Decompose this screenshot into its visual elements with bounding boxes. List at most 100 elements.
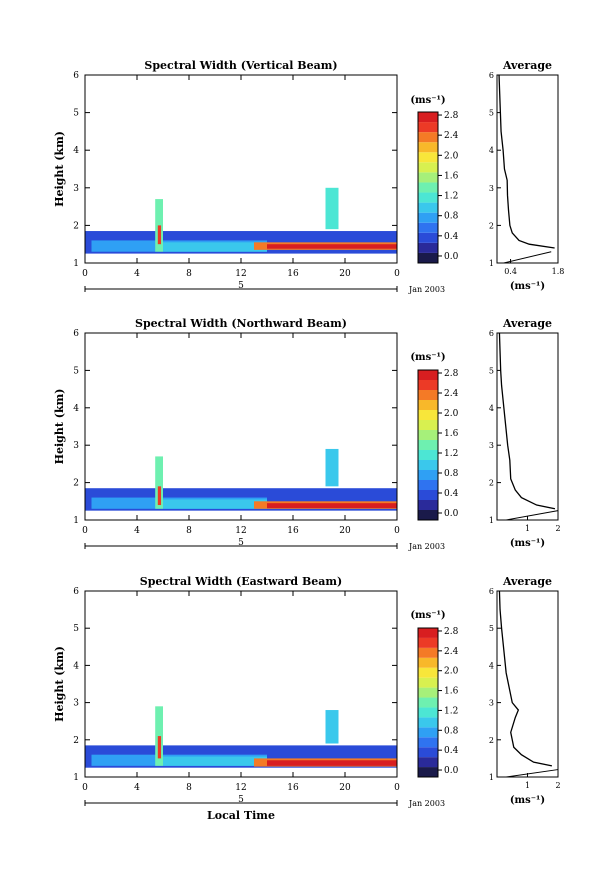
heatmap-cell [163, 242, 267, 252]
colorbar-swatch [418, 677, 438, 688]
x-tick-label: 0 [394, 269, 400, 279]
x-tick-label: 12 [235, 526, 246, 536]
heatmap-cell [267, 244, 397, 249]
colorbar-unit: (ms⁻¹) [410, 95, 445, 106]
colorbar-swatch [418, 370, 438, 380]
heatmap-cell [157, 486, 162, 506]
date-bar-label: 5 [238, 281, 244, 291]
y-tick-label: 3 [73, 441, 79, 451]
colorbar-tick-label: 2.8 [444, 111, 459, 121]
x-tick-label: 0 [82, 269, 88, 279]
colorbar-swatch [418, 737, 438, 748]
colorbar-tick-label: 1.6 [444, 687, 459, 697]
colorbar-swatch [418, 132, 438, 143]
colorbar-tick-label: 2.4 [444, 647, 459, 657]
colorbar-swatch [418, 717, 438, 728]
colorbar-swatch [418, 172, 438, 183]
x-tick-label: 0 [394, 526, 400, 536]
x-tick-label: 16 [287, 783, 299, 793]
y-tick-label: 2 [73, 479, 79, 489]
heatmap-cell [163, 499, 267, 509]
colorbar-tick-label: 2.8 [444, 627, 459, 637]
average-y-tick-label: 2 [489, 736, 494, 745]
colorbar-swatch [418, 707, 438, 718]
colorbar-tick-label: 2.8 [444, 369, 459, 379]
y-tick-label: 5 [73, 624, 79, 634]
x-tick-label: 8 [186, 783, 192, 793]
average-title: Average [502, 317, 552, 330]
x-tick-label: 16 [287, 269, 299, 279]
x-tick-label: 0 [82, 783, 88, 793]
panel-1: Spectral Width (Vertical Beam)123456Heig… [53, 59, 564, 294]
colorbar-swatch [418, 450, 438, 460]
average-profile-line [498, 74, 555, 249]
heatmap-cell [325, 187, 339, 230]
y-tick-label: 1 [73, 773, 79, 783]
colorbar-swatch [418, 410, 438, 420]
colorbar-tick-label: 1.2 [444, 449, 458, 459]
average-y-tick-label: 3 [489, 699, 494, 708]
average-title: Average [502, 59, 552, 72]
heatmap-cell [157, 736, 162, 759]
colorbar-swatch [418, 767, 438, 777]
x-tick-label: 16 [287, 526, 299, 536]
heatmap-cell [163, 756, 267, 766]
heatmap-cell [267, 503, 397, 509]
colorbar-swatch [418, 182, 438, 193]
average-title: Average [502, 575, 552, 588]
average-y-tick-label: 6 [489, 587, 494, 596]
colorbar-tick-label: 0.0 [444, 766, 459, 776]
colorbar-tick-label: 0.4 [444, 746, 459, 756]
colorbar-tick-label: 2.0 [444, 151, 459, 161]
colorbar-swatch [418, 440, 438, 450]
heatmap-cell [325, 448, 339, 487]
colorbar-tick-label: 1.2 [444, 192, 458, 202]
colorbar-swatch [418, 490, 438, 500]
colorbar-swatch [418, 460, 438, 470]
colorbar-swatch [418, 500, 438, 510]
colorbar-frame [417, 627, 439, 778]
average-y-tick-label: 2 [489, 479, 494, 488]
colorbar-tick-label: 0.4 [444, 489, 459, 499]
average-profile-line [498, 590, 553, 767]
average-x-tick-label: 1 [525, 524, 530, 533]
average-y-tick-label: 3 [489, 441, 494, 450]
panel-3: Spectral Width (Eastward Beam)123456Heig… [53, 575, 561, 822]
average-frame [496, 74, 559, 264]
average-y-tick-label: 3 [489, 184, 494, 193]
colorbar-swatch [418, 480, 438, 490]
x-tick-label: 20 [339, 269, 351, 279]
colorbar-swatch [418, 252, 438, 263]
average-low-line [506, 769, 559, 778]
average-y-tick-label: 2 [489, 221, 494, 230]
average-x-tick-label: 0.4 [504, 267, 517, 276]
y-tick-label: 6 [73, 587, 79, 597]
heatmap-cell [157, 225, 162, 245]
colorbar-swatch [418, 420, 438, 430]
colorbar-swatch [418, 697, 438, 708]
date-label: Jan 2003 [408, 799, 445, 808]
x-axis-label: Local Time [207, 809, 275, 822]
colorbar-swatch [418, 647, 438, 658]
colorbar-tick-label: 1.6 [444, 429, 459, 439]
colorbar-tick-label: 0.8 [444, 726, 459, 736]
y-tick-label: 4 [73, 404, 79, 414]
colorbar-swatch [418, 192, 438, 203]
colorbar-swatch [418, 400, 438, 410]
average-y-tick-label: 1 [489, 516, 494, 525]
colorbar-swatch [418, 747, 438, 758]
y-tick-label: 2 [73, 221, 79, 231]
average-y-tick-label: 5 [489, 366, 494, 375]
colorbar-swatch [418, 152, 438, 163]
colorbar-frame [417, 111, 439, 264]
average-y-tick-label: 1 [489, 773, 494, 782]
colorbar-swatch [418, 162, 438, 173]
y-tick-label: 4 [73, 146, 79, 156]
average-x-tick-label: 1 [525, 781, 530, 790]
average-y-tick-label: 5 [489, 624, 494, 633]
colorbar-swatch [418, 637, 438, 648]
heatmap-cell [155, 456, 163, 509]
y-tick-label: 6 [73, 329, 79, 339]
date-label: Jan 2003 [408, 542, 445, 551]
